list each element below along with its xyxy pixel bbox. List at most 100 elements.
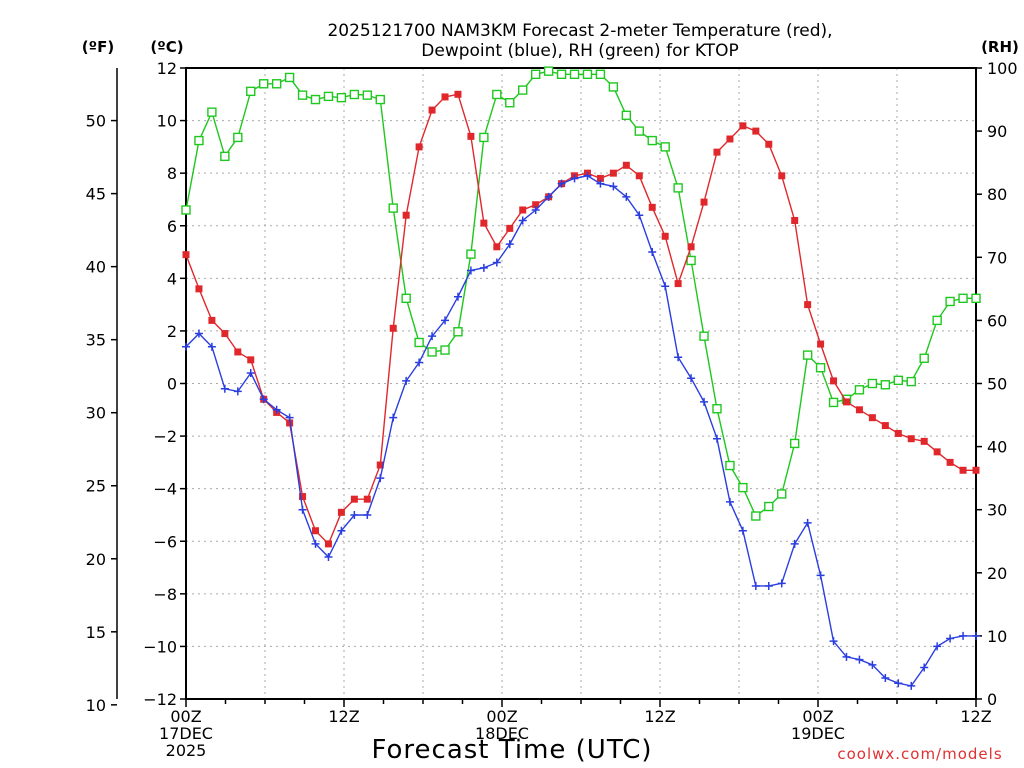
- rh-point: [932, 315, 942, 326]
- chart-title-line-2: Dewpoint (blue), RH (green) for KTOP: [421, 41, 738, 61]
- rh-point: [621, 110, 632, 121]
- chart-title-line-1: 2025121700 NAM3KM Forecast 2-meter Tempe…: [327, 21, 832, 41]
- temperature-point: [195, 285, 203, 293]
- rh-point: [543, 66, 554, 76]
- dewpoint-point: [972, 631, 980, 640]
- series-temperature: [182, 90, 980, 548]
- rh-point: [479, 132, 489, 143]
- temperature-point: [247, 356, 255, 364]
- rh-point: [310, 94, 321, 105]
- dewpoint-point: [894, 679, 903, 688]
- dewpoint-point: [764, 581, 773, 590]
- temperature-point: [830, 377, 838, 385]
- dewpoint-point: [583, 171, 592, 180]
- temperature-point: [946, 458, 954, 466]
- x-tick-label: 12Z: [960, 707, 991, 726]
- dewpoint-point: [428, 332, 437, 341]
- dewpoint-point: [389, 413, 398, 422]
- dewpoint-point: [246, 368, 255, 377]
- temperature-point: [286, 419, 294, 427]
- dewpoint-point: [363, 510, 372, 519]
- rh-point: [194, 135, 204, 146]
- dewpoint-point: [544, 192, 553, 201]
- series-line: [185, 175, 976, 687]
- temperature-point: [674, 280, 682, 288]
- dewpoint-point: [415, 358, 424, 367]
- dewpoint-point: [790, 539, 799, 548]
- celsius-tick-label: 12: [157, 59, 177, 78]
- rh-tick-label: 10: [987, 627, 1007, 646]
- rh-point: [220, 151, 230, 162]
- rh-tick-label: 100: [987, 59, 1018, 78]
- temperature-point: [933, 448, 941, 456]
- rh-point: [906, 376, 916, 387]
- dewpoint-point: [350, 510, 359, 519]
- temperature-point: [635, 172, 643, 180]
- dewpoint-point: [933, 642, 942, 651]
- celsius-tick-label: 2: [167, 322, 177, 341]
- dewpoint-point: [402, 376, 411, 385]
- x-tick-label: 19DEC: [791, 724, 845, 743]
- rh-point: [673, 183, 683, 193]
- series-dewpoint: [182, 171, 980, 690]
- rh-tick-label: 50: [987, 375, 1007, 394]
- dewpoint-point: [946, 634, 955, 643]
- dewpoint-point: [700, 397, 709, 406]
- dewpoint-point: [609, 182, 618, 191]
- dewpoint-point: [881, 673, 890, 682]
- rh-point: [582, 69, 593, 80]
- dewpoint-point: [803, 518, 812, 527]
- grid-lines: [186, 68, 976, 699]
- x-tick-label: 00Z: [802, 707, 833, 726]
- rh-point: [284, 72, 295, 83]
- dewpoint-point: [531, 205, 540, 214]
- dewpoint-point: [298, 505, 307, 514]
- temperature-point: [959, 466, 967, 474]
- fahrenheit-tick-label: 40: [86, 258, 106, 277]
- temperature-point: [506, 224, 514, 232]
- rh-tick-label: 30: [987, 501, 1007, 520]
- temperature-point: [920, 437, 928, 445]
- celsius-tick-label: 10: [157, 112, 177, 131]
- rh-point: [388, 203, 398, 213]
- temperature-point: [312, 527, 320, 535]
- rh-tick-label: 0: [987, 690, 997, 709]
- rh-point: [595, 69, 606, 80]
- fahrenheit-axis: 10 15 20 25 30 35 40 45 50: [86, 68, 118, 715]
- temperature-point: [881, 422, 889, 430]
- rh-point: [828, 397, 839, 408]
- fahrenheit-tick-label: 10: [86, 696, 106, 715]
- dewpoint-point: [674, 353, 683, 362]
- celsius-tick-label: −6: [153, 532, 177, 551]
- dewpoint-point: [596, 179, 605, 188]
- rh-point: [518, 85, 528, 95]
- rh-tick-label: 20: [987, 564, 1007, 583]
- temperature-point: [519, 206, 527, 214]
- rh-point: [686, 255, 696, 266]
- temperature-point: [752, 127, 760, 135]
- rh-point: [453, 327, 463, 337]
- rh-tick-label: 60: [987, 311, 1007, 330]
- rh-point: [556, 69, 567, 80]
- plot-border: [185, 67, 977, 700]
- temperature-point: [687, 243, 695, 251]
- x-tick-label: 12Z: [644, 707, 675, 726]
- temperature-point: [739, 122, 747, 130]
- fahrenheit-tick-label: 45: [86, 185, 106, 204]
- rh-point: [181, 205, 191, 215]
- temperature-point: [713, 148, 721, 156]
- temperature-point: [648, 203, 656, 211]
- dewpoint-point: [557, 179, 566, 188]
- rh-point: [323, 91, 334, 102]
- dewpoint-point: [570, 174, 579, 183]
- rh-point: [336, 92, 347, 103]
- temperature-point: [609, 169, 617, 177]
- dewpoint-point: [233, 387, 242, 396]
- temperature-point: [700, 198, 708, 206]
- dewpoint-point: [220, 384, 229, 393]
- temperature-point: [441, 93, 449, 101]
- dewpoint-point: [907, 681, 916, 690]
- rh-point: [647, 135, 657, 146]
- temperature-point: [493, 243, 501, 251]
